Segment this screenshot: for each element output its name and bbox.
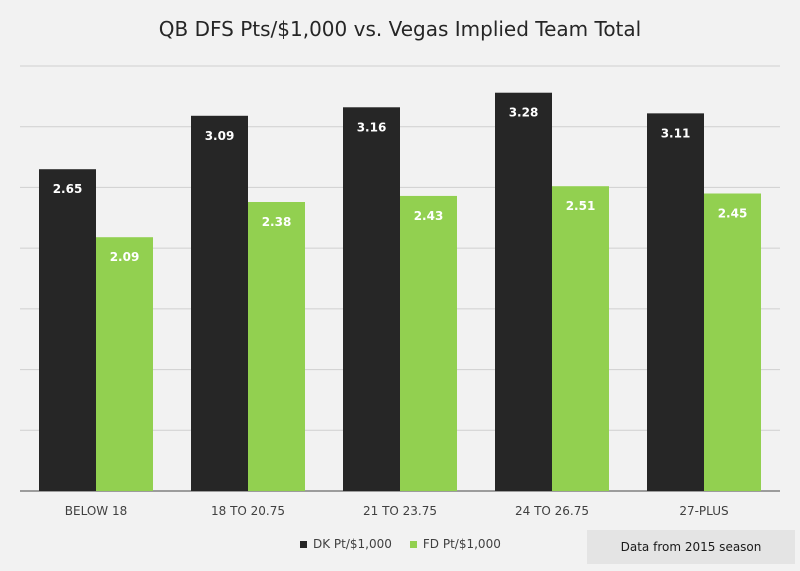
bar-dk-2 (343, 107, 400, 492)
category-label-1: 18 TO 20.75 (211, 504, 285, 518)
legend-label-fd: FD Pt/$1,000 (422, 537, 501, 551)
bar-fd-3 (552, 186, 609, 491)
bar-dk-0 (39, 169, 96, 491)
bar-dk-3 (495, 92, 552, 491)
legend-item-dk: DK Pt/$1,000 (300, 537, 392, 551)
bar-fd-4 (704, 193, 761, 491)
legend-item-fd: FD Pt/$1,000 (409, 537, 501, 551)
labels: 2.65 2.09 BELOW 18 3.09 2.38 18 TO 20.75 3.16 2… (53, 106, 748, 518)
data-label-fd-3: 2.51 (566, 199, 596, 213)
bars (39, 92, 761, 492)
legend-swatch-dk (300, 540, 307, 548)
legend: DK Pt/$1,000 FD Pt/$1,000 (300, 537, 501, 551)
data-label-dk-0: 2.65 (53, 182, 83, 196)
category-label-2: 21 TO 23.75 (363, 504, 437, 518)
data-label-dk-1: 3.09 (205, 129, 235, 143)
bar-fd-0 (96, 237, 153, 491)
bar-fd-1 (248, 202, 305, 491)
bar-fd-2 (400, 195, 457, 491)
bar-dk-1 (191, 115, 248, 492)
data-label-fd-1: 2.38 (262, 215, 292, 229)
data-label-dk-4: 3.11 (661, 126, 691, 140)
category-label-0: BELOW 18 (65, 504, 127, 518)
data-source-note: Data from 2015 season (587, 530, 795, 564)
legend-swatch-fd (409, 540, 417, 548)
data-label-dk-3: 3.28 (509, 106, 539, 120)
category-label-3: 24 TO 26.75 (515, 504, 589, 518)
data-label-dk-2: 3.16 (357, 120, 387, 134)
data-label-fd-4: 2.45 (718, 207, 748, 221)
category-label-4: 27-PLUS (679, 504, 728, 518)
data-label-fd-2: 2.43 (414, 209, 444, 223)
data-label-fd-0: 2.09 (110, 250, 140, 264)
chart-title: QB DFS Pts/$1,000 vs. Vegas Implied Team… (158, 17, 642, 41)
bar-dk-4 (647, 113, 704, 491)
bar-chart: 2.65 2.09 BELOW 18 3.09 2.38 18 TO 20.75 3.16 2… (20, 65, 780, 518)
legend-label-dk: DK Pt/$1,000 (313, 537, 392, 551)
